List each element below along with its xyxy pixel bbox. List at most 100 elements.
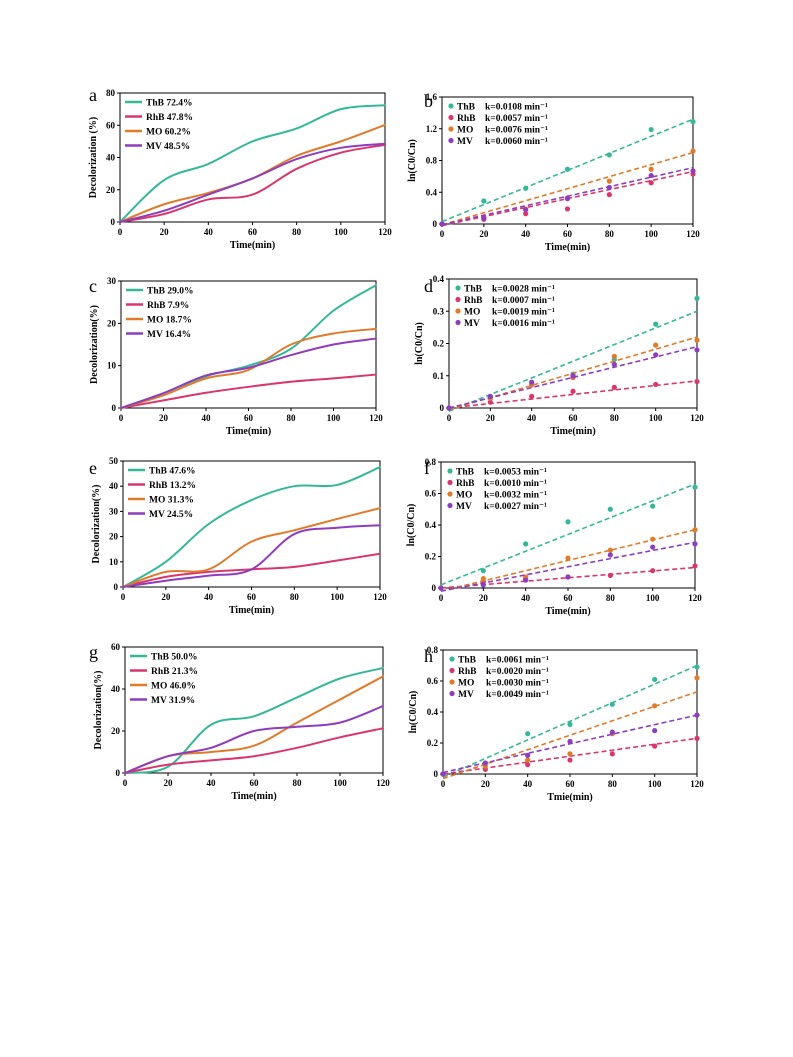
legend-marker-MV <box>447 502 453 509</box>
legend-rate-constant: k=0.0061 min⁻¹ <box>486 656 549 666</box>
legend-marker-MV <box>455 319 461 326</box>
series-RhB <box>120 373 377 409</box>
legend-label: ThB 50.0% <box>151 653 197 663</box>
series-MV <box>446 345 700 411</box>
data-point-MO <box>690 148 696 154</box>
data-point-ThB <box>609 701 615 707</box>
x-tick-label: 60 <box>566 779 576 789</box>
legend: ThB k=0.0053 min⁻¹ RhB k=0.0010 min⁻¹ MO k=0.… <box>447 468 547 512</box>
x-tick-label: 20 <box>164 778 174 788</box>
y-tick-label: 60 <box>106 120 116 130</box>
legend-rate-constant: k=0.0020 min⁻¹ <box>486 667 549 677</box>
x-axis-title: Time(min) <box>545 606 590 617</box>
data-point-RhB <box>694 378 700 385</box>
series-line-ThB <box>119 104 386 223</box>
x-tick-label: 100 <box>330 592 344 602</box>
y-tick-label: 20 <box>106 185 116 195</box>
x-tick-label: 120 <box>690 413 704 423</box>
panel-e: e 0 20 40 60 80 100 120 0 10 20 30 40 50 Time(min) Deco… <box>89 456 387 616</box>
data-point-RhB <box>529 393 535 399</box>
y-tick-label: 1.2 <box>426 124 438 134</box>
y-axis-title: Decolorization(%) <box>89 305 100 384</box>
legend-label: MO 18.7% <box>147 316 192 326</box>
legend-marker-RhB <box>455 296 461 303</box>
series-MV <box>439 166 696 227</box>
data-point-RhB <box>611 384 617 390</box>
data-point-ThB <box>480 568 486 574</box>
data-point-RhB <box>694 735 700 741</box>
x-tick-label: 80 <box>606 593 616 603</box>
x-tick-label: 80 <box>293 778 303 788</box>
x-tick-label: 20 <box>161 592 171 602</box>
data-point-MV <box>609 729 615 735</box>
x-tick-label: 0 <box>441 779 446 789</box>
legend-marker-MO <box>455 308 461 314</box>
data-point-ThB <box>653 321 659 327</box>
legend-rate-constant: k=0.0032 min⁻¹ <box>484 491 547 501</box>
series-line-MV <box>124 705 384 774</box>
data-point-ThB <box>648 126 654 133</box>
data-point-MV <box>611 361 617 368</box>
legend: ThB k=0.0028 min⁻¹ RhB k=0.0007 min⁻¹ MO k=0.… <box>455 285 555 329</box>
y-tick-label: 0.4 <box>427 707 439 717</box>
x-tick-label: 100 <box>327 413 341 423</box>
y-tick-label: 0.3 <box>433 306 445 316</box>
legend-label: ThB 47.6% <box>149 467 195 477</box>
legend-marker-ThB <box>455 285 461 291</box>
legend-rate-constant: k=0.0028 min⁻¹ <box>492 285 555 295</box>
x-tick-label: 60 <box>569 413 579 423</box>
legend-label: MV 31.9% <box>151 696 195 706</box>
series-ThB <box>119 104 386 223</box>
fit-line-MV <box>440 541 696 592</box>
data-point-MO <box>653 342 659 348</box>
data-point-MV <box>440 771 446 777</box>
data-point-MO <box>480 575 486 582</box>
x-tick-label: 40 <box>204 227 214 237</box>
legend-label: ThB <box>464 285 483 295</box>
x-axis-title: Time(min) <box>550 426 595 437</box>
panel-b: b 0 20 40 60 80 100 120 0 0.4 0.8 1.2 1.6 Time(min) ln… <box>407 91 700 253</box>
series-MV <box>119 142 386 223</box>
series-line-ThB <box>124 667 384 774</box>
series-line-ThB <box>122 466 381 588</box>
plot-frame <box>124 646 384 774</box>
x-tick-label: 40 <box>521 593 531 603</box>
legend: ThB 47.6% RhB 13.2% MO 31.3% MV 24.5% <box>128 467 196 520</box>
y-tick-label: 60 <box>111 642 121 652</box>
fit-line-ThB <box>441 118 694 223</box>
series-MO <box>439 148 696 227</box>
data-point-ThB <box>650 503 656 509</box>
y-tick-label: 0 <box>433 219 438 229</box>
x-tick-label: 20 <box>159 413 169 423</box>
data-point-RhB <box>606 192 612 198</box>
series-RhB <box>119 143 386 223</box>
data-point-MO <box>692 527 698 533</box>
data-point-MV <box>570 373 576 379</box>
x-tick-label: 0 <box>118 227 123 237</box>
data-point-ThB <box>606 152 612 158</box>
y-tick-label: 0.8 <box>426 156 438 166</box>
data-point-MV <box>690 168 696 174</box>
fit-line-MO <box>441 151 694 226</box>
x-tick-label: 40 <box>207 778 217 788</box>
y-tick-label: 10 <box>109 557 119 567</box>
data-point-ThB <box>690 119 696 125</box>
y-tick-label: 0 <box>114 582 119 592</box>
panel-letter: g <box>89 642 98 662</box>
x-tick-label: 120 <box>688 593 702 603</box>
y-tick-label: 0.6 <box>425 489 437 499</box>
series-line-RhB <box>124 727 384 774</box>
data-point-MV <box>692 541 698 547</box>
x-tick-label: 100 <box>644 229 658 239</box>
x-tick-label: 60 <box>564 593 574 603</box>
y-axis-title: ln(C0/Cn) <box>406 504 417 547</box>
series-MV <box>122 524 381 588</box>
data-point-MO <box>611 353 617 359</box>
series-line-MV <box>120 337 377 409</box>
x-tick-label: 80 <box>287 413 297 423</box>
legend-label: RhB 13.2% <box>149 481 196 491</box>
legend-marker-RhB <box>449 667 455 674</box>
y-tick-label: 80 <box>106 88 116 98</box>
legend-rate-constant: k=0.0108 min⁻¹ <box>485 103 548 113</box>
legend-marker-RhB <box>447 479 453 486</box>
